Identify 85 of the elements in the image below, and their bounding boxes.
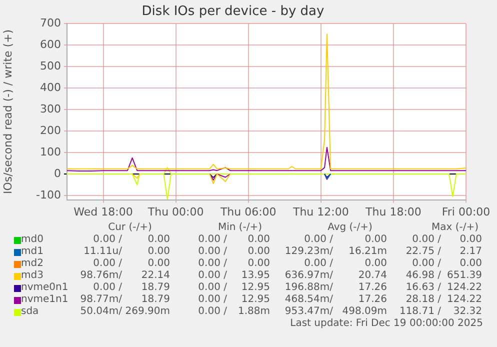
text: 98.76m/ [80, 270, 122, 282]
text: 20.74 [358, 270, 387, 282]
text: 0.00 / [304, 258, 333, 270]
text: 498.09m [342, 306, 387, 318]
x-tick-label: Fri 00:00 [442, 205, 490, 218]
text: 0.00 / [198, 306, 227, 318]
y-tick-label: 100 [40, 145, 61, 158]
text: 0.00 [460, 258, 482, 270]
text: 0.00 [460, 234, 482, 246]
y-tick-label: 300 [40, 102, 61, 116]
text: 118.71 / [399, 306, 441, 318]
text: 0.00 [364, 234, 387, 246]
text: 651.39 [447, 270, 482, 282]
text: 18.79 [141, 282, 170, 294]
text: 50.04m/ [80, 306, 122, 318]
text: 0.00 [148, 258, 170, 270]
text: 468.54m/ [284, 294, 333, 306]
y-tick-label: 500 [40, 59, 61, 72]
text: 124.22 [447, 294, 482, 306]
text: 0.00 / [93, 234, 122, 246]
text: 0.00 [248, 258, 270, 270]
y-axis-title: IOs/second read (-) / write (+) [1, 29, 14, 194]
text: 0.00 / [93, 258, 122, 270]
legend-label: md0 [21, 234, 44, 246]
text: 16.63 / [406, 282, 441, 294]
y-tick-label: 0 [54, 166, 61, 180]
legend-label: md2 [21, 258, 44, 270]
text: 0.00 / [412, 234, 441, 246]
text: 269.90m [125, 306, 170, 318]
y-tick-label: 700 [40, 16, 61, 30]
text: 0.00 [148, 234, 170, 246]
text: 0.00 / [198, 282, 227, 294]
text: 17.26 [358, 282, 387, 294]
text: 0.00 / [198, 270, 227, 282]
text: 0.00 / [198, 234, 227, 246]
text: 0.00 / [198, 294, 227, 306]
text: 98.77m/ [80, 294, 122, 306]
y-tick-label: 600 [40, 38, 61, 51]
y-tick-label: 400 [40, 80, 61, 94]
text: 22.14 [141, 270, 170, 282]
x-tick-label: Thu 06:00 [219, 205, 276, 218]
text: 28.18 / [406, 294, 441, 306]
text: 11.11u/ [84, 246, 122, 258]
y-tick-label: 200 [40, 124, 61, 137]
text: 12.95 [241, 282, 270, 294]
text: Cur (-/+) [107, 222, 153, 234]
text: 46.98 / [406, 270, 441, 282]
text: 2.17 [460, 246, 482, 258]
x-tick-label: Thu 18:00 [364, 205, 422, 218]
text: 17.26 [358, 294, 387, 306]
text: 129.23m/ [284, 246, 333, 258]
y-tick-label: -100 [36, 188, 61, 202]
text: 22.75 / [406, 246, 441, 258]
text: 12.95 [241, 294, 270, 306]
text: 32.32 [453, 306, 482, 318]
text: 0.00 / [198, 246, 227, 258]
legend-label: nvme1n1 [21, 294, 68, 306]
text: 18.79 [141, 294, 170, 306]
text: 636.97m/ [284, 270, 333, 282]
text: 0.00 [364, 258, 387, 270]
text: 1.88m [238, 306, 270, 318]
x-tick-label: Thu 12:00 [292, 205, 349, 218]
text: 0.00 [248, 246, 270, 258]
legend-label: nvme0n1 [21, 282, 68, 294]
legend-label: md1 [21, 246, 44, 258]
text: 124.22 [447, 282, 482, 294]
text: 0.00 [248, 234, 270, 246]
legend-label: md3 [21, 270, 44, 282]
text: 0.00 / [304, 234, 333, 246]
text: Last update: Fri Dec 19 00:00:00 2025 [290, 318, 483, 330]
text: Max (-/+) [430, 222, 480, 234]
text: 0.00 / [198, 258, 227, 270]
legend-label: sda [21, 306, 39, 318]
text: 0.00 / [412, 258, 441, 270]
text: 13.95 [241, 270, 270, 282]
text: 0.00 [148, 246, 170, 258]
text: 16.21m [348, 246, 387, 258]
text: 196.88m/ [284, 282, 333, 294]
text: Min (-/+) [216, 222, 264, 234]
text: 0.00 / [93, 282, 122, 294]
x-tick-label: Thu 00:00 [146, 205, 204, 218]
chart-title: Disk IOs per device - by day [142, 4, 325, 20]
text: 953.47m/ [284, 306, 333, 318]
text: Avg (-/+) [326, 222, 374, 234]
x-tick-label: Wed 18:00 [74, 205, 133, 218]
